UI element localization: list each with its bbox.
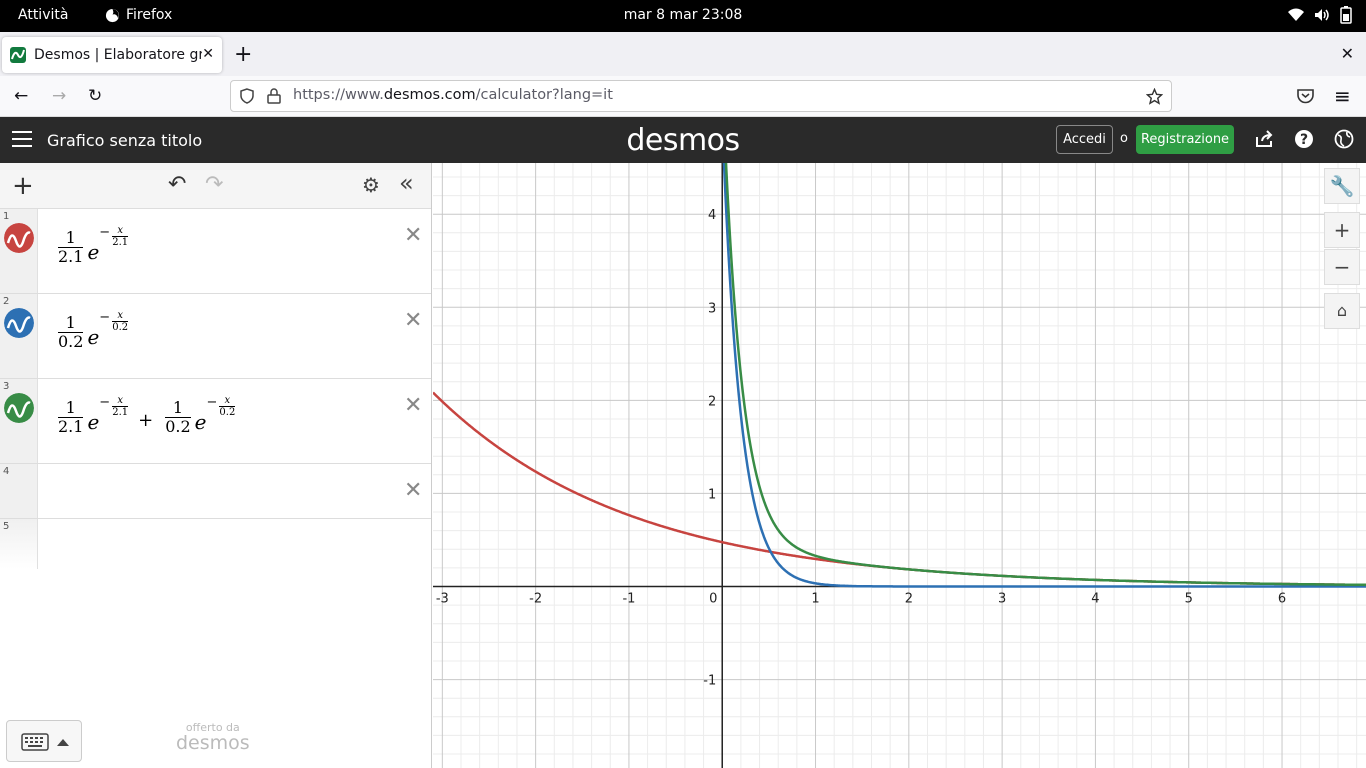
- back-arrow-icon[interactable]: ←: [14, 86, 29, 106]
- graph-paper[interactable]: -3 -2 -1 0 1 2 3 4 5 6 4 3 2 1 -1 🔧 + − ⌂: [433, 163, 1366, 768]
- navigation-bar: ← → ↻ https://www.desmos.com/calculator?…: [0, 76, 1366, 117]
- menu-icon[interactable]: [12, 131, 32, 147]
- expression-gutter: 2: [0, 294, 38, 378]
- x-tick-label: 3: [998, 592, 1006, 607]
- function-curve: [722, 163, 1366, 588]
- firefox-icon: [105, 8, 120, 22]
- expression-formula[interactable]: 1 0.2 e − x 0.2: [58, 310, 129, 351]
- desmos-favicon-icon: [10, 47, 26, 63]
- signup-button[interactable]: Registrazione: [1136, 125, 1234, 154]
- address-bar[interactable]: https://www.desmos.com/calculator?lang=i…: [230, 80, 1172, 112]
- settings-gear-icon[interactable]: ⚙: [362, 173, 380, 197]
- undo-icon[interactable]: ↶: [168, 172, 187, 197]
- expression-panel: + ↶ ↷ ⚙ « 1 1 2.1 e − x 2.1 ✕ 2 1 0.2 e − x 0.…: [0, 163, 432, 768]
- y-tick-label: 1: [708, 487, 716, 502]
- wifi-icon: [1288, 8, 1304, 21]
- expression-gutter: 4: [0, 464, 38, 518]
- y-tick-label: 3: [708, 301, 716, 316]
- x-tick-label: 6: [1278, 592, 1286, 607]
- system-top-bar: Attività Firefox mar 8 mar 23:08: [0, 0, 1366, 32]
- y-tick-label: 2: [708, 394, 716, 409]
- pocket-icon[interactable]: [1297, 88, 1314, 104]
- expression-number: 3: [3, 381, 10, 392]
- battery-icon: [1340, 6, 1352, 24]
- help-icon[interactable]: ?: [1294, 129, 1314, 149]
- tab-close-icon[interactable]: ✕: [202, 46, 214, 62]
- url-text: https://www.desmos.com/calculator?lang=i…: [293, 87, 613, 103]
- expression-number: 2: [3, 296, 10, 307]
- expression-number: 5: [3, 521, 10, 532]
- graph-title[interactable]: Grafico senza titolo: [47, 131, 203, 150]
- clock[interactable]: mar 8 mar 23:08: [623, 7, 743, 23]
- shield-icon[interactable]: [239, 88, 255, 104]
- expression-gutter: 5: [0, 519, 38, 569]
- reload-icon[interactable]: ↻: [88, 86, 103, 106]
- expression-row-empty[interactable]: 4 ✕: [0, 464, 431, 519]
- tab-title: Desmos | Elaboratore grafico: [34, 47, 202, 63]
- redo-icon[interactable]: ↷: [205, 172, 224, 197]
- expression-row-new[interactable]: 5: [0, 519, 431, 569]
- expression-number: 1: [3, 211, 10, 222]
- x-tick-label: 4: [1091, 592, 1099, 607]
- y-tick-label: 4: [708, 208, 716, 223]
- x-tick-label: 0: [709, 592, 717, 607]
- app-menu-icon[interactable]: ≡: [1334, 84, 1351, 108]
- volume-icon: [1315, 9, 1329, 21]
- expression-number: 4: [3, 466, 10, 477]
- keyboard-toggle-button[interactable]: [6, 720, 82, 762]
- delete-expression-icon[interactable]: ✕: [404, 308, 423, 333]
- collapse-panel-icon[interactable]: «: [399, 169, 414, 197]
- powered-by[interactable]: offerto da desmos: [176, 721, 250, 754]
- svg-text:?: ?: [1300, 132, 1308, 148]
- x-tick-label: -2: [529, 592, 542, 607]
- x-tick-label: -3: [436, 592, 449, 607]
- expression-row[interactable]: 2 1 0.2 e − x 0.2 ✕: [0, 294, 431, 379]
- add-item-button[interactable]: +: [12, 171, 34, 201]
- window-close-icon[interactable]: ✕: [1340, 44, 1354, 63]
- zoom-out-button[interactable]: −: [1324, 249, 1360, 285]
- expression-formula[interactable]: 1 2.1 e − x 2.1: [58, 225, 129, 266]
- or-label: o: [1120, 131, 1128, 146]
- activities-button[interactable]: Attività: [18, 7, 69, 23]
- new-tab-button[interactable]: +: [234, 42, 253, 67]
- graph-canvas[interactable]: -3 -2 -1 0 1 2 3 4 5 6 4 3 2 1 -1: [433, 163, 1366, 768]
- delete-expression-icon[interactable]: ✕: [404, 223, 423, 248]
- system-tray[interactable]: [1288, 6, 1352, 24]
- forward-arrow-icon[interactable]: →: [52, 86, 67, 106]
- desmos-logo: desmos: [626, 123, 740, 158]
- caret-up-icon: [57, 739, 69, 746]
- language-globe-icon[interactable]: [1334, 129, 1354, 149]
- x-tick-label: 5: [1185, 592, 1193, 607]
- graph-settings-wrench-icon[interactable]: 🔧: [1324, 168, 1360, 204]
- delete-expression-icon[interactable]: ✕: [404, 478, 423, 503]
- expression-gutter: 3: [0, 379, 38, 463]
- browser-tab-bar: Desmos | Elaboratore grafico ✕: [0, 32, 1366, 76]
- expression-gutter: 1: [0, 209, 38, 293]
- zoom-in-button[interactable]: +: [1324, 212, 1360, 248]
- x-tick-label: -1: [622, 592, 635, 607]
- graph-color-icon[interactable]: [4, 223, 34, 253]
- expression-row[interactable]: 1 1 2.1 e − x 2.1 ✕: [0, 209, 431, 294]
- x-tick-label: 2: [905, 592, 913, 607]
- delete-expression-icon[interactable]: ✕: [404, 393, 423, 418]
- keyboard-icon: [21, 733, 49, 751]
- graph-color-icon[interactable]: [4, 393, 34, 423]
- desmos-header: Grafico senza titolo desmos Accedi o Reg…: [0, 117, 1366, 163]
- lock-icon[interactable]: [267, 88, 281, 104]
- app-name: Firefox: [126, 7, 173, 23]
- y-tick-label: -1: [703, 674, 716, 689]
- expression-formula[interactable]: 1 2.1 e − x 2.1 + 1 0.2 e − x 0.2: [58, 395, 236, 436]
- bookmark-star-icon[interactable]: [1146, 88, 1163, 105]
- browser-tab[interactable]: Desmos | Elaboratore grafico ✕: [2, 37, 222, 73]
- graph-color-icon[interactable]: [4, 308, 34, 338]
- login-button[interactable]: Accedi: [1056, 125, 1113, 154]
- x-tick-label: 1: [811, 592, 819, 607]
- function-curve: [724, 163, 1366, 587]
- expression-toolbar: + ↶ ↷ ⚙ «: [0, 163, 431, 209]
- expression-row[interactable]: 3 1 2.1 e − x 2.1 + 1 0.2 e − x 0.2 ✕: [0, 379, 431, 464]
- share-icon[interactable]: [1254, 129, 1274, 149]
- default-view-home-icon[interactable]: ⌂: [1324, 293, 1360, 329]
- app-menu[interactable]: Firefox: [105, 7, 172, 23]
